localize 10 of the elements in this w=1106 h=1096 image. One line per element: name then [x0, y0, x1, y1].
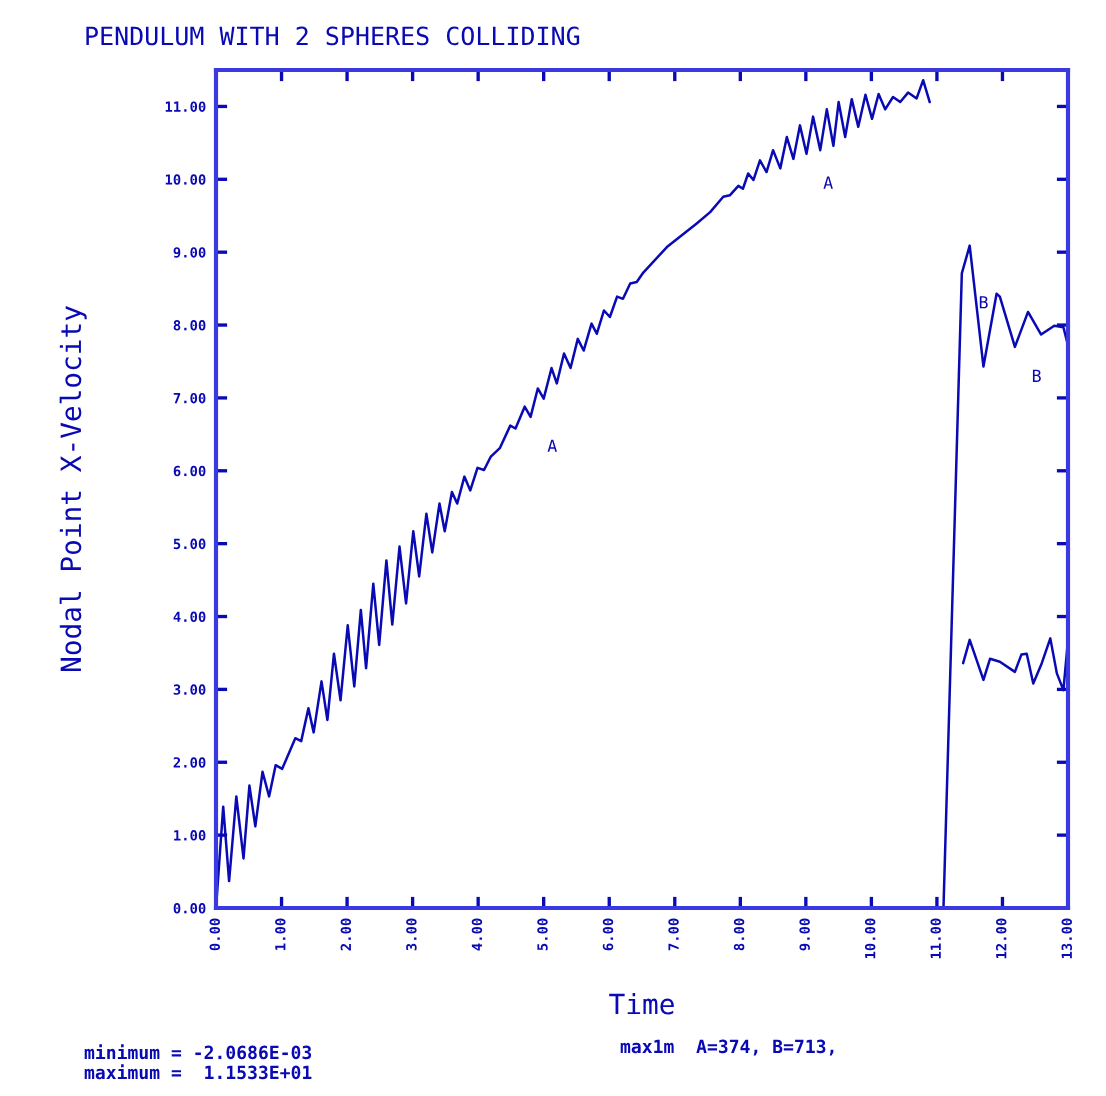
text: minimum = -2.0686E-03 [84, 1044, 312, 1060]
text: max1m A=374, B=713, [620, 1039, 834, 1056]
text: A [547, 439, 557, 452]
text: maximum = 1.1533E+01 [84, 1064, 312, 1080]
x-axis-title: Time [609, 993, 674, 1015]
text: B [1032, 369, 1041, 382]
series-label: B [979, 296, 988, 309]
y-axis-title: Nodal Point X-Velocity [59, 306, 87, 672]
chart-title: PENDULUM WITH 2 SPHERES COLLIDING [86, 26, 580, 46]
series-label: A [823, 176, 833, 189]
